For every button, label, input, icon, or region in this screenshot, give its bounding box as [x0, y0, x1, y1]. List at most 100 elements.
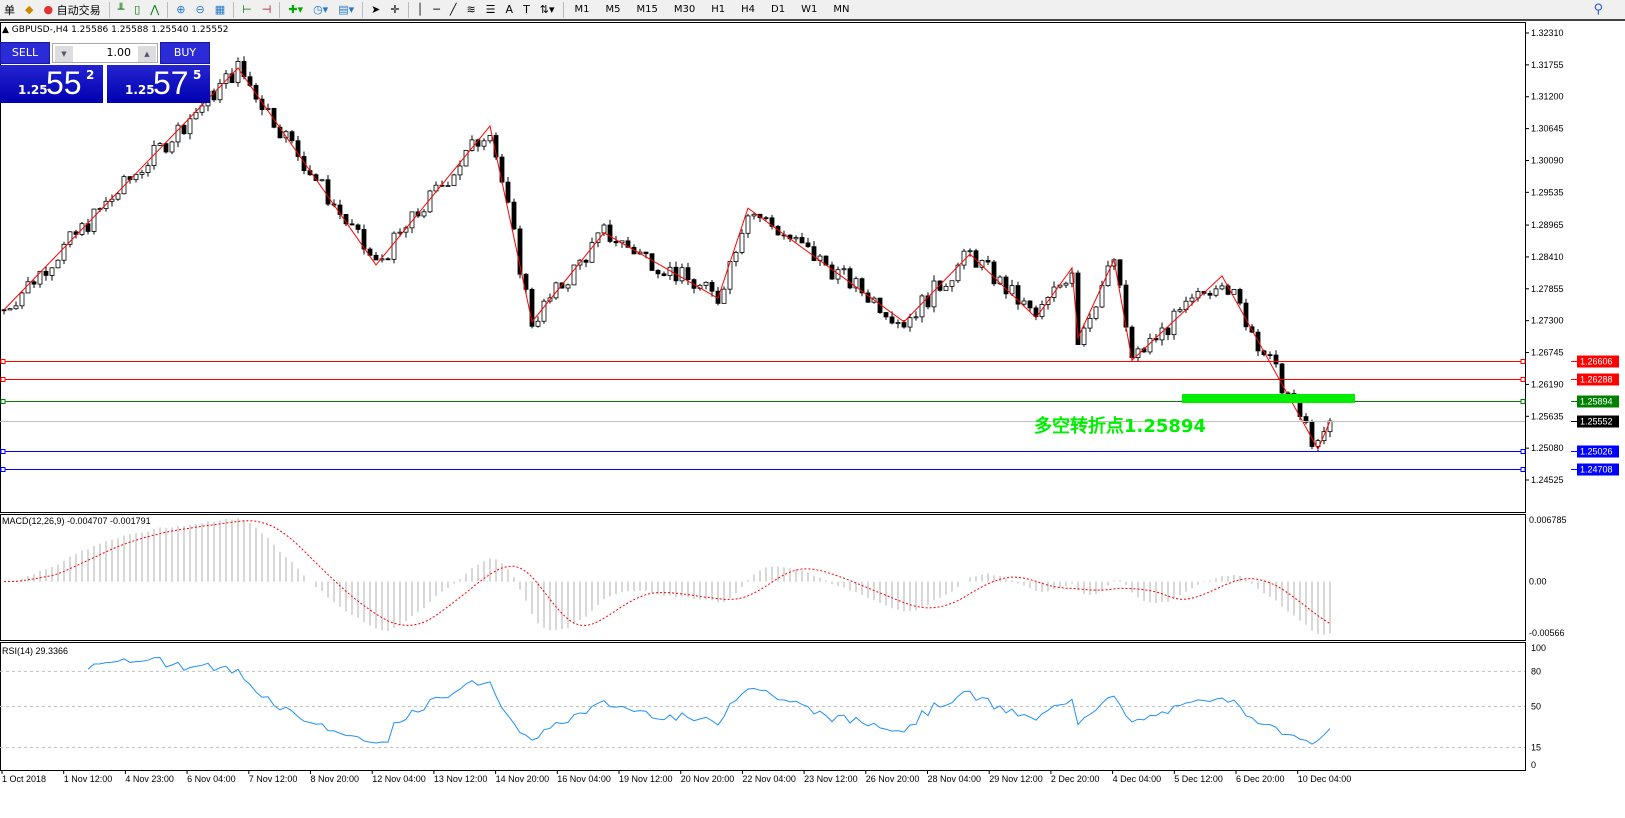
lot-decrease-button[interactable]: ▼: [55, 46, 73, 62]
sell-button[interactable]: SELL: [0, 42, 50, 64]
candle-body: [601, 224, 607, 234]
candle: [7, 308, 13, 311]
candle: [1327, 418, 1333, 438]
level-price-tag: [1577, 373, 1619, 386]
candle-body: [1273, 354, 1279, 365]
candle: [847, 266, 853, 290]
candle-body: [115, 193, 121, 200]
candle-body: [1237, 289, 1243, 304]
candle: [925, 292, 931, 310]
price-tick-label: 1.27300: [1531, 316, 1564, 326]
candle: [499, 154, 505, 184]
candle-body: [301, 156, 307, 171]
chart-shift-icon[interactable]: ⊣: [261, 3, 272, 16]
fibo-fan-icon[interactable]: ☰: [485, 3, 496, 16]
sell-price-button[interactable]: 1.25 55 2: [0, 65, 103, 103]
timeframe-m15[interactable]: M15: [636, 4, 658, 15]
tile-windows-icon[interactable]: ▦: [214, 3, 226, 16]
candle-body: [289, 131, 295, 142]
horizontal-line-icon[interactable]: ─: [433, 3, 440, 16]
timeframe-w1[interactable]: W1: [801, 4, 818, 15]
autoscroll-icon[interactable]: ⊢: [242, 3, 252, 16]
candle-body: [811, 246, 817, 261]
fibo-icon[interactable]: ≋: [466, 3, 476, 16]
candle-body: [1105, 265, 1111, 287]
candle: [523, 273, 529, 295]
candle-body: [1081, 327, 1087, 345]
candle: [157, 142, 163, 147]
divider: [562, 1, 564, 18]
search-icon[interactable]: ⚲: [1593, 2, 1603, 17]
timeframe-h4[interactable]: H4: [741, 4, 756, 15]
level-price-tag: [1577, 355, 1619, 368]
expert-icon[interactable]: ◆: [25, 3, 34, 16]
line-chart-icon[interactable]: ⋀: [150, 3, 160, 16]
candle-body: [175, 124, 181, 143]
candle-body: [499, 156, 505, 183]
text-label-icon[interactable]: T: [523, 3, 530, 16]
pivot-annotation[interactable]: 多空转折点1.25894: [1034, 416, 1206, 437]
new-order-icon[interactable]: ✚▾: [288, 3, 304, 16]
rsi-label: RSI(14) 29.3366: [2, 646, 68, 656]
candle-body: [373, 254, 379, 261]
zoom-out-icon[interactable]: ⊖: [195, 3, 205, 16]
buy-button[interactable]: BUY: [160, 42, 210, 64]
timeframe-m30[interactable]: M30: [673, 4, 696, 15]
lot-increase-button[interactable]: ▲: [138, 46, 156, 62]
vertical-line-icon[interactable]: │: [416, 3, 424, 16]
candle-body: [67, 231, 73, 245]
candle: [325, 175, 331, 206]
timeframe-mn[interactable]: MN: [833, 4, 850, 15]
cursor-icon[interactable]: ➤: [371, 3, 381, 16]
menu-label[interactable]: 单: [4, 3, 15, 17]
level-price-tag: [1577, 463, 1619, 476]
candle: [931, 275, 937, 313]
trendline-icon[interactable]: ╱: [449, 3, 457, 16]
candle: [1123, 280, 1129, 332]
candle: [1, 309, 7, 315]
candle-body: [1015, 285, 1021, 305]
candle-body: [847, 268, 853, 289]
lot-size-input[interactable]: 1.00: [52, 43, 158, 63]
zoom-in-icon[interactable]: ⊕: [176, 3, 186, 16]
clock-icon[interactable]: ◷▾: [313, 3, 329, 16]
candle-body: [505, 181, 511, 203]
candle: [1231, 288, 1237, 295]
candle-body: [19, 292, 25, 307]
level-handle: [0, 359, 6, 364]
candle-body: [739, 232, 745, 253]
level-handle: [0, 399, 6, 404]
candle: [589, 237, 595, 263]
candle: [289, 130, 295, 144]
candle: [259, 95, 265, 116]
candle-body: [649, 253, 655, 271]
crosshair-icon[interactable]: ✛: [390, 3, 400, 16]
candle-body: [853, 278, 859, 289]
timeframe-m5[interactable]: M5: [605, 4, 621, 15]
text-icon[interactable]: A: [505, 3, 514, 16]
candle: [319, 179, 325, 182]
candle: [805, 237, 811, 248]
timeframe-d1[interactable]: D1: [771, 4, 786, 15]
arrows-icon[interactable]: ⇅▾: [539, 3, 555, 16]
candle-body: [157, 143, 163, 146]
candle-body: [433, 184, 439, 192]
templates-icon[interactable]: ▤▾: [338, 3, 355, 16]
candle-body: [703, 281, 709, 286]
rsi-axis-label: 80: [1531, 666, 1541, 676]
candle: [949, 280, 955, 292]
candle-body: [313, 174, 319, 181]
level-price-label: 1.25894: [1580, 397, 1613, 407]
autotrade-button[interactable]: ● 自动交易: [41, 1, 102, 19]
timeframe-m1[interactable]: M1: [574, 4, 590, 15]
candle: [613, 235, 619, 247]
buy-price-button[interactable]: 1.25 57 5: [107, 65, 210, 103]
candle-chart-icon[interactable]: ▯: [134, 3, 141, 16]
candle-body: [919, 295, 925, 318]
timeframe-h1[interactable]: H1: [711, 4, 726, 15]
level-handle: [1520, 449, 1526, 454]
candle: [1063, 281, 1069, 288]
bar-chart-icon[interactable]: ╨: [117, 3, 125, 16]
time-tick-label: 12 Nov 04:00: [372, 774, 426, 784]
